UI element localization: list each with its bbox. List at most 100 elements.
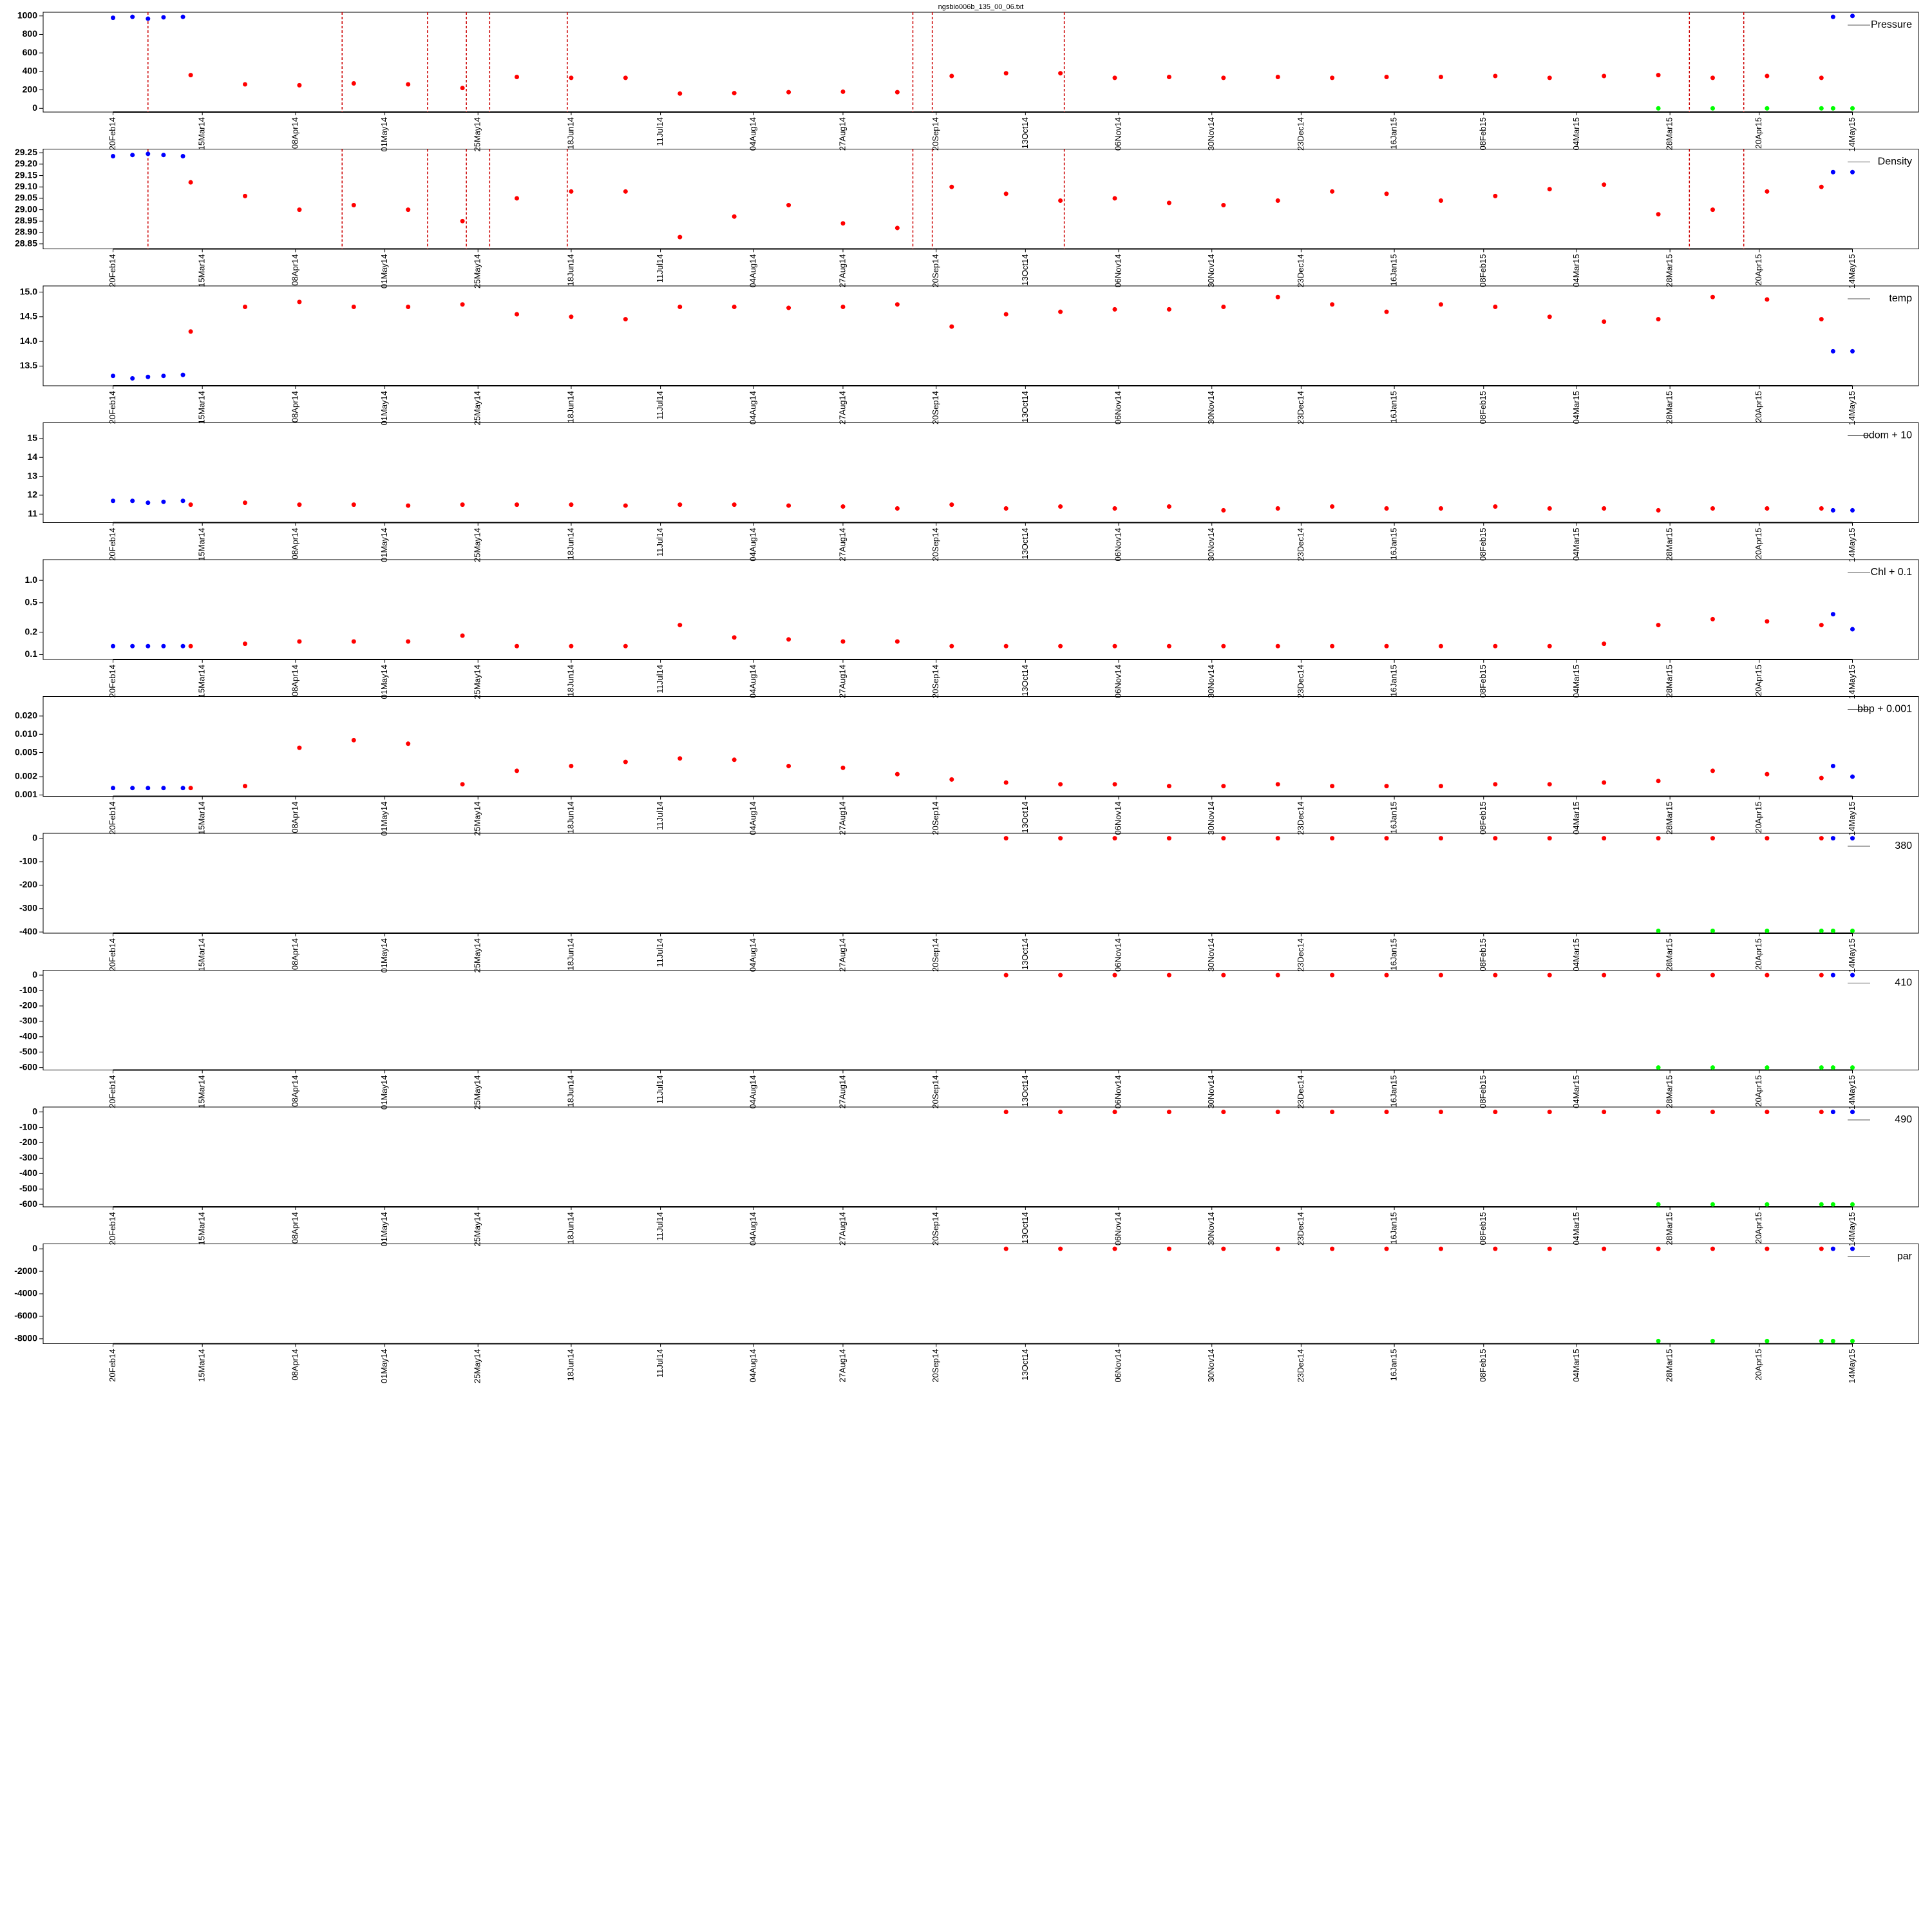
y-tick-label: 12 xyxy=(27,489,37,500)
x-tick-label: 08Apr14 xyxy=(290,665,299,696)
y-tick-label: 0.005 xyxy=(15,746,37,757)
x-tick-label: 08Feb15 xyxy=(1478,1349,1488,1382)
y-tick-label: 1000 xyxy=(17,10,37,20)
data-point xyxy=(677,623,683,628)
data-point xyxy=(1058,198,1063,203)
data-point xyxy=(1003,506,1009,511)
data-point xyxy=(1003,780,1009,785)
x-tick-label: 25May14 xyxy=(473,254,482,289)
data-point xyxy=(515,196,520,201)
x-tick-label: 13Oct14 xyxy=(1020,391,1030,422)
data-point xyxy=(1493,305,1498,310)
x-tick-label: 01May14 xyxy=(379,254,389,289)
data-point xyxy=(1850,348,1855,354)
data-point xyxy=(180,643,185,649)
data-point xyxy=(243,193,248,198)
data-point xyxy=(1384,784,1389,789)
data-point xyxy=(1438,784,1443,789)
data-point xyxy=(1656,212,1661,217)
data-point xyxy=(1438,74,1443,79)
data-point xyxy=(1830,612,1835,617)
x-tick-label: 14May15 xyxy=(1847,1349,1857,1383)
data-point xyxy=(1275,198,1280,203)
x-tick-label: 18Jun14 xyxy=(565,665,575,697)
data-point xyxy=(1112,972,1117,978)
data-point xyxy=(1656,972,1661,978)
data-point xyxy=(1830,14,1835,19)
data-point xyxy=(1330,189,1335,194)
plot-frame xyxy=(43,422,1919,523)
x-tick-label: 20Apr15 xyxy=(1754,528,1763,560)
data-point xyxy=(895,302,900,307)
data-point xyxy=(1850,169,1855,175)
y-tick-label: -600 xyxy=(19,1061,37,1072)
x-tick-label: 01May14 xyxy=(379,1349,389,1383)
x-tick-label: 08Feb15 xyxy=(1478,802,1488,835)
plot-frame xyxy=(43,285,1919,386)
x-tick-label: 25May14 xyxy=(473,391,482,425)
plot-frame xyxy=(43,696,1919,797)
x-tick-label: 16Jan15 xyxy=(1389,254,1399,287)
y-tick-label: 600 xyxy=(23,47,38,57)
data-point xyxy=(1765,619,1770,624)
data-point xyxy=(460,502,465,507)
data-point xyxy=(1602,506,1607,511)
y-tick-label: -4000 xyxy=(14,1288,37,1298)
x-tick-label: 30Nov14 xyxy=(1206,254,1216,288)
data-point xyxy=(1058,1246,1063,1251)
data-point xyxy=(1830,928,1835,933)
data-point xyxy=(1765,836,1770,841)
x-tick-label: 08Apr14 xyxy=(290,1349,299,1381)
x-tick-label: 08Apr14 xyxy=(290,117,299,149)
x-tick-label: 14May15 xyxy=(1847,938,1857,972)
data-point xyxy=(569,75,574,80)
x-tick-label: 04Aug14 xyxy=(748,665,758,698)
x-tick-label: 04Mar15 xyxy=(1571,1349,1581,1382)
data-point xyxy=(1166,504,1171,509)
y-tick-label: 0 xyxy=(32,832,37,842)
data-point xyxy=(732,91,737,96)
data-point xyxy=(732,502,737,507)
data-point xyxy=(1275,836,1280,841)
data-point xyxy=(1003,1110,1009,1115)
data-point xyxy=(180,372,185,377)
x-tick-label: 04Aug14 xyxy=(748,1075,758,1109)
y-tick-label: 13 xyxy=(27,470,37,480)
data-point xyxy=(1275,782,1280,787)
data-point xyxy=(1003,1246,1009,1251)
x-tick-label: 15Mar14 xyxy=(197,254,207,287)
x-tick-label: 04Aug14 xyxy=(748,117,758,151)
x-tick-label: 20Apr15 xyxy=(1754,665,1763,696)
x-tick-label: 20Feb14 xyxy=(108,938,117,971)
data-point xyxy=(1765,297,1770,302)
y-tick-label: 29.00 xyxy=(15,204,37,214)
data-point xyxy=(1710,75,1715,80)
y-tick-label: -2000 xyxy=(14,1265,37,1276)
x-tick-label: 20Apr15 xyxy=(1754,802,1763,833)
x-tick-label: 30Nov14 xyxy=(1206,1075,1216,1109)
plot-frame xyxy=(43,12,1919,113)
data-point xyxy=(1765,1246,1770,1251)
x-tick-label: 27Aug14 xyxy=(837,1349,847,1383)
data-point xyxy=(732,305,737,310)
x-tick-label: 20Feb14 xyxy=(108,665,117,697)
x-tick-label: 08Feb15 xyxy=(1478,391,1488,424)
data-point xyxy=(188,329,193,334)
data-point xyxy=(1602,73,1607,79)
data-point xyxy=(1656,1246,1661,1251)
data-point xyxy=(1850,106,1855,111)
data-point xyxy=(515,768,520,773)
data-point xyxy=(1765,506,1770,511)
data-point xyxy=(1547,782,1552,787)
x-tick-label: 11Jul14 xyxy=(655,1349,665,1378)
y-tick-label: -200 xyxy=(19,1137,37,1147)
y-tick-label: -100 xyxy=(19,856,37,866)
x-tick-label: 20Feb14 xyxy=(108,1349,117,1382)
data-point xyxy=(1438,198,1443,203)
x-tick-label: 04Mar15 xyxy=(1571,528,1581,561)
x-tick-label: 23Dec14 xyxy=(1296,1349,1305,1383)
data-point xyxy=(1656,836,1661,841)
data-point xyxy=(623,75,628,80)
data-point xyxy=(1112,506,1117,511)
